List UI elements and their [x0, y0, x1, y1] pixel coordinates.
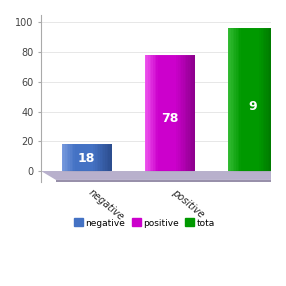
Bar — [93, 144, 95, 171]
Bar — [100, 144, 102, 171]
Bar — [238, 28, 240, 171]
Bar — [251, 28, 253, 171]
Bar — [188, 55, 190, 171]
Bar — [166, 55, 168, 171]
Bar — [82, 144, 84, 171]
Bar — [74, 144, 75, 171]
Bar — [258, 28, 259, 171]
Bar — [276, 28, 278, 171]
Bar — [158, 55, 160, 171]
Bar — [271, 28, 273, 171]
Polygon shape — [41, 171, 286, 180]
Bar — [249, 28, 251, 171]
Bar — [269, 28, 271, 171]
Bar — [175, 55, 176, 171]
Bar — [67, 144, 68, 171]
Text: 78: 78 — [161, 112, 178, 125]
Bar — [263, 28, 265, 171]
Bar — [231, 28, 233, 171]
Bar — [173, 55, 175, 171]
Bar — [273, 28, 274, 171]
Bar — [146, 55, 148, 171]
Bar — [186, 55, 188, 171]
Bar — [176, 55, 178, 171]
Polygon shape — [56, 180, 286, 182]
Bar — [264, 28, 266, 171]
Bar — [183, 55, 185, 171]
Bar — [83, 144, 85, 171]
Bar — [80, 144, 82, 171]
Bar — [180, 55, 181, 171]
Bar — [78, 144, 80, 171]
Bar — [97, 144, 98, 171]
Bar — [88, 144, 90, 171]
Bar — [108, 144, 110, 171]
Bar — [160, 55, 162, 171]
Bar — [145, 55, 146, 171]
Bar — [185, 55, 186, 171]
Bar — [245, 28, 246, 171]
Bar — [107, 144, 108, 171]
Bar — [233, 28, 235, 171]
Bar — [103, 144, 105, 171]
Bar — [190, 55, 191, 171]
Bar — [268, 28, 269, 171]
Bar — [148, 55, 150, 171]
Bar — [239, 28, 241, 171]
Bar — [110, 144, 112, 171]
Bar — [62, 144, 63, 171]
Bar — [90, 144, 92, 171]
Bar — [193, 55, 195, 171]
Bar — [235, 28, 236, 171]
Bar — [163, 55, 165, 171]
Legend: negative, positive, tota: negative, positive, tota — [70, 215, 219, 231]
Bar — [246, 28, 248, 171]
Bar — [254, 28, 256, 171]
Bar — [65, 144, 67, 171]
Bar — [241, 28, 243, 171]
Bar — [161, 55, 163, 171]
Bar — [168, 55, 170, 171]
Bar — [153, 55, 155, 171]
Bar — [253, 28, 255, 171]
Bar — [77, 144, 78, 171]
Bar — [181, 55, 183, 171]
Bar — [92, 144, 94, 171]
Bar — [165, 55, 166, 171]
Bar — [229, 28, 231, 171]
Bar — [98, 144, 100, 171]
Bar — [85, 144, 87, 171]
Bar — [228, 28, 230, 171]
Bar — [152, 55, 153, 171]
Bar — [261, 28, 263, 171]
Bar — [256, 28, 258, 171]
Bar — [68, 144, 70, 171]
Bar — [70, 144, 72, 171]
Bar — [243, 28, 245, 171]
Bar — [248, 28, 249, 171]
Text: 18: 18 — [78, 152, 95, 166]
Bar — [102, 144, 103, 171]
Bar — [150, 55, 152, 171]
Bar — [259, 28, 261, 171]
Bar — [236, 28, 238, 171]
Bar — [178, 55, 180, 171]
Bar — [72, 144, 74, 171]
Text: 9: 9 — [249, 100, 257, 113]
Bar — [63, 144, 65, 171]
Bar — [266, 28, 268, 171]
Bar — [87, 144, 88, 171]
Bar — [105, 144, 107, 171]
Bar — [171, 55, 173, 171]
Bar — [95, 144, 97, 171]
Bar — [170, 55, 171, 171]
Bar — [191, 55, 193, 171]
Bar — [274, 28, 276, 171]
Bar — [155, 55, 156, 171]
Bar — [156, 55, 158, 171]
Bar — [75, 144, 77, 171]
